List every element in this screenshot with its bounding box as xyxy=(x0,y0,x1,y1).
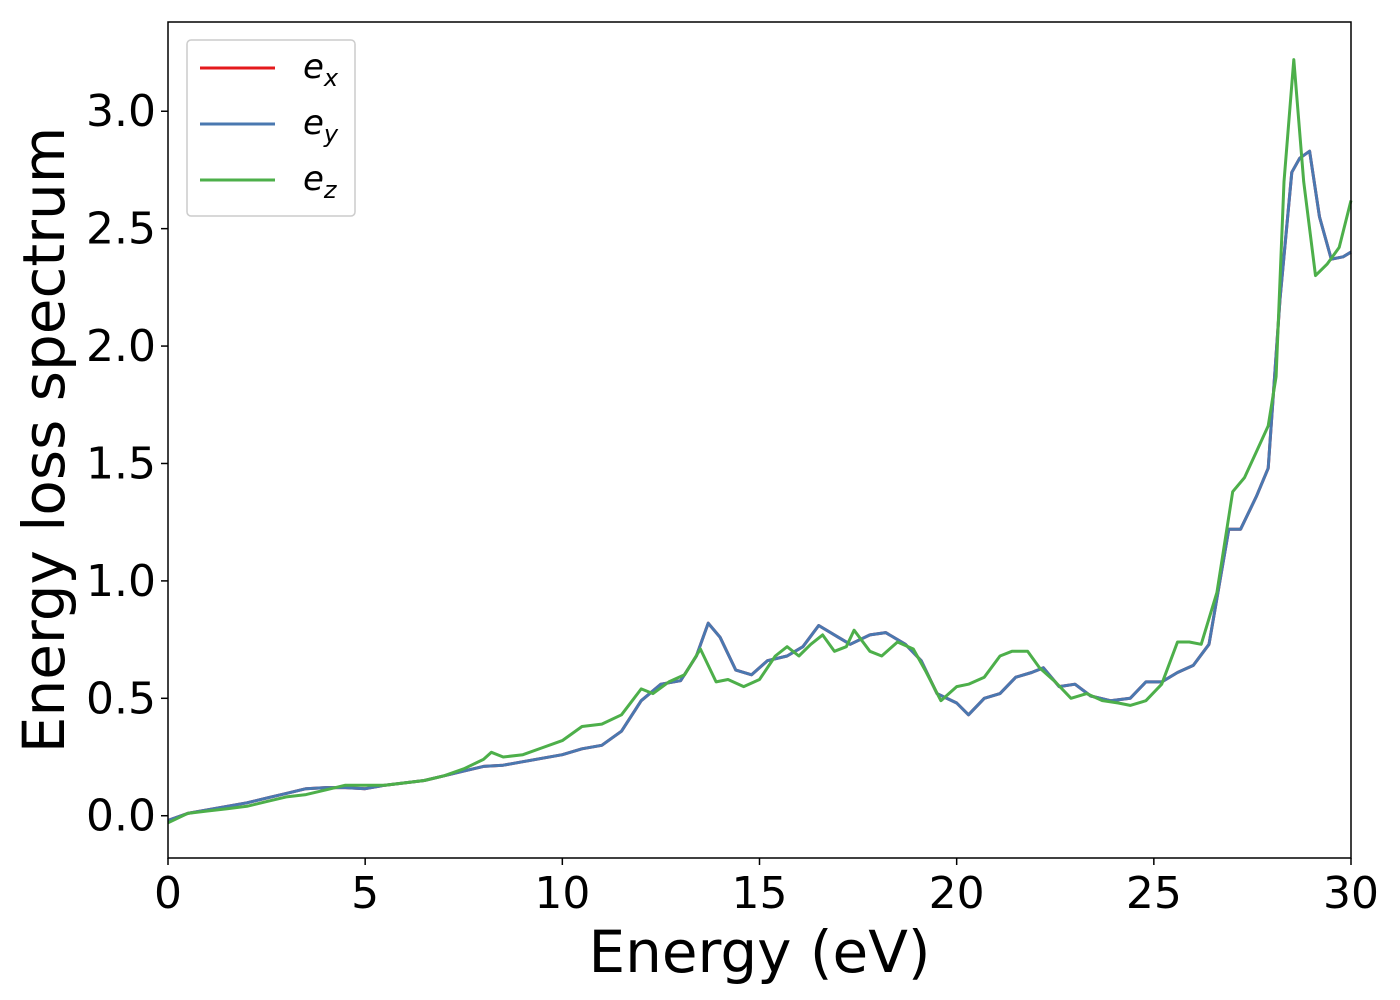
series-line-y xyxy=(167,149,1352,822)
x-tick-label: 30 xyxy=(1323,868,1379,919)
x-tick-label: 5 xyxy=(351,868,379,919)
legend-label-x: ex xyxy=(303,47,339,92)
y-tick-label: 0.0 xyxy=(86,791,156,842)
y-tick-label: 1.5 xyxy=(86,438,156,489)
y-axis-title: Energy loss spectrum xyxy=(10,127,78,753)
y-tick-label: 0.5 xyxy=(86,673,156,724)
plot-lines xyxy=(167,58,1353,825)
legend: ex ey ez xyxy=(186,39,356,217)
legend-label-z: ez xyxy=(303,159,338,204)
x-tick-label: 10 xyxy=(534,868,590,919)
legend-box xyxy=(186,39,356,217)
x-tick-label: 25 xyxy=(1126,868,1182,919)
legend-label-y: ey xyxy=(303,103,339,148)
y-tick-label: 1.0 xyxy=(86,556,156,607)
x-axis-title: Energy (eV) xyxy=(588,918,930,986)
x-tick-label: 15 xyxy=(732,868,788,919)
series-line-z xyxy=(167,58,1353,825)
y-axis: 0.0 0.5 1.0 1.5 2.0 2.5 3.0 xyxy=(86,86,168,842)
y-tick-label: 3.0 xyxy=(86,86,156,137)
x-axis: 0 5 10 15 20 25 30 xyxy=(154,858,1379,919)
y-tick-label: 2.5 xyxy=(86,204,156,255)
x-tick-label: 20 xyxy=(929,868,985,919)
series-line-x xyxy=(167,149,1352,822)
y-tick-label: 2.0 xyxy=(86,321,156,372)
x-tick-label: 0 xyxy=(154,868,182,919)
